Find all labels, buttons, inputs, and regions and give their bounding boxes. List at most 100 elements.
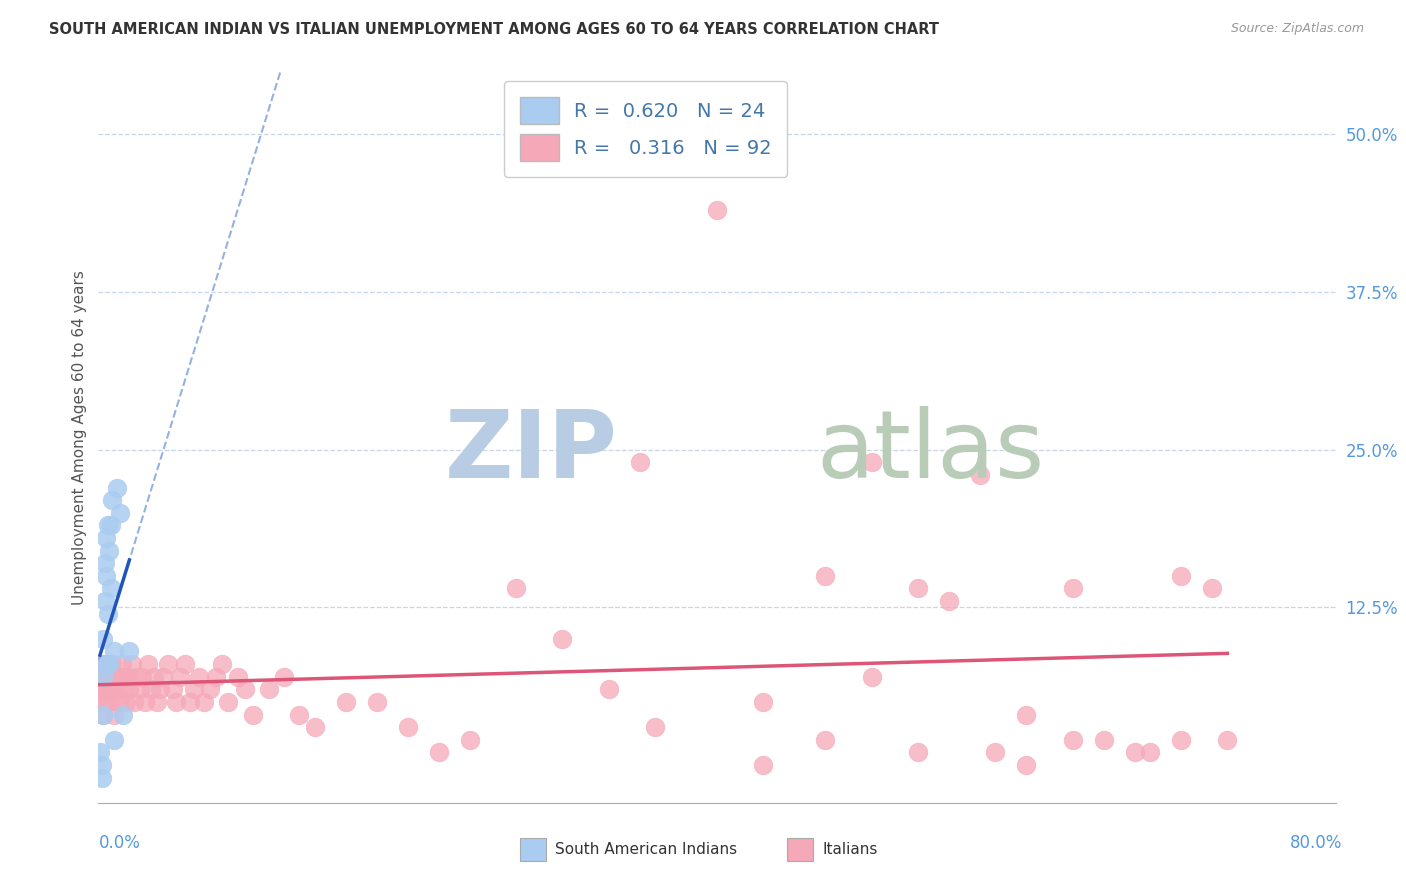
Point — [105, 670, 128, 684]
Point — [91, 632, 114, 646]
Point — [198, 682, 221, 697]
Point — [101, 657, 124, 671]
Point — [505, 582, 527, 596]
Point — [129, 682, 152, 697]
Point — [226, 670, 249, 684]
Point — [752, 758, 775, 772]
Point — [89, 682, 111, 697]
Point — [97, 657, 120, 671]
Point — [1170, 569, 1192, 583]
Point — [108, 506, 131, 520]
Point — [969, 467, 991, 482]
Point — [96, 531, 118, 545]
Point — [139, 682, 162, 697]
Point — [105, 481, 128, 495]
Legend: R =  0.620   N = 24, R =   0.316   N = 92: R = 0.620 N = 24, R = 0.316 N = 92 — [505, 81, 787, 177]
Point — [98, 695, 121, 709]
Point — [96, 670, 118, 684]
Point — [1062, 732, 1084, 747]
Point — [1201, 582, 1223, 596]
Point — [860, 455, 883, 469]
Point — [96, 569, 118, 583]
Point — [1092, 732, 1115, 747]
Point — [114, 670, 136, 684]
Point — [100, 670, 122, 684]
Point — [217, 695, 239, 709]
Point — [96, 695, 118, 709]
Point — [907, 582, 929, 596]
Point — [112, 682, 135, 697]
Point — [183, 682, 205, 697]
Point — [551, 632, 574, 646]
Point — [165, 695, 187, 709]
Point — [98, 543, 121, 558]
Point — [91, 670, 114, 684]
Point — [288, 707, 311, 722]
Point — [235, 682, 257, 697]
Point — [598, 682, 620, 697]
Point — [90, 657, 112, 671]
Point — [1123, 745, 1146, 759]
Text: South American Indians: South American Indians — [555, 842, 738, 857]
Point — [91, 707, 114, 722]
Point — [179, 695, 201, 709]
Point — [706, 203, 728, 218]
Point — [98, 657, 121, 671]
Point — [93, 657, 115, 671]
Point — [118, 682, 141, 697]
Point — [907, 745, 929, 759]
Point — [103, 644, 125, 658]
Point — [90, 758, 112, 772]
Point — [115, 695, 138, 709]
Point — [157, 657, 180, 671]
Point — [211, 657, 233, 671]
Point — [89, 745, 111, 759]
Point — [458, 732, 481, 747]
Point — [93, 682, 115, 697]
Point — [860, 670, 883, 684]
Point — [101, 493, 124, 508]
Point — [152, 670, 174, 684]
Point — [97, 518, 120, 533]
Text: Source: ZipAtlas.com: Source: ZipAtlas.com — [1230, 22, 1364, 36]
Point — [644, 720, 666, 734]
Point — [146, 695, 169, 709]
Point — [93, 556, 115, 570]
Point — [90, 771, 112, 785]
Point — [90, 695, 112, 709]
Point — [1139, 745, 1161, 759]
Point — [131, 670, 153, 684]
Point — [121, 657, 143, 671]
Point — [273, 670, 295, 684]
Point — [103, 707, 125, 722]
Point — [117, 670, 139, 684]
Point — [984, 745, 1007, 759]
Point — [111, 657, 134, 671]
Y-axis label: Unemployment Among Ages 60 to 64 years: Unemployment Among Ages 60 to 64 years — [72, 269, 87, 605]
Point — [752, 695, 775, 709]
Point — [149, 682, 172, 697]
Point — [134, 695, 156, 709]
Point — [143, 670, 166, 684]
Text: 0.0%: 0.0% — [98, 834, 141, 852]
Point — [100, 582, 122, 596]
Point — [93, 594, 115, 608]
Point — [174, 657, 197, 671]
Point — [1015, 758, 1038, 772]
Point — [100, 518, 122, 533]
Point — [169, 670, 191, 684]
Point — [1062, 582, 1084, 596]
Point — [97, 682, 120, 697]
Point — [242, 707, 264, 722]
Point — [304, 720, 326, 734]
Point — [162, 682, 184, 697]
Point — [108, 670, 131, 684]
Point — [335, 695, 357, 709]
Text: SOUTH AMERICAN INDIAN VS ITALIAN UNEMPLOYMENT AMONG AGES 60 TO 64 YEARS CORRELAT: SOUTH AMERICAN INDIAN VS ITALIAN UNEMPLO… — [49, 22, 939, 37]
Point — [814, 569, 837, 583]
Point — [257, 682, 280, 697]
Point — [103, 670, 125, 684]
Point — [628, 455, 651, 469]
Point — [96, 657, 118, 671]
Text: Italians: Italians — [823, 842, 877, 857]
